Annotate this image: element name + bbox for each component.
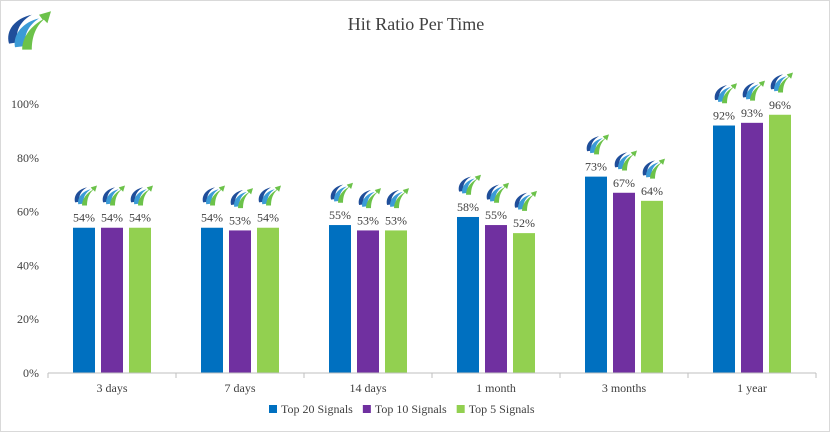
x-tick-label: 7 days	[225, 381, 256, 395]
data-label: 54%	[257, 211, 279, 225]
y-tick-label: 0%	[23, 366, 39, 380]
data-label: 92%	[713, 109, 735, 123]
data-label: 73%	[585, 160, 607, 174]
legend-swatch-top-10-signals	[362, 405, 371, 413]
bar-top-5-signals-3-days	[129, 227, 151, 373]
data-label: 54%	[101, 211, 123, 225]
bar-top-20-signals-14-days	[329, 225, 351, 373]
swoosh-logo-icon	[102, 185, 125, 206]
legend-label: Top 5 Signals	[469, 402, 535, 416]
bar-top-10-signals-7-days	[229, 230, 251, 373]
x-axis	[47, 372, 817, 378]
bar-top-5-signals-1-year	[769, 114, 791, 373]
bar-top-10-signals-1-year	[741, 122, 763, 373]
legend: Top 20 Signals Top 10 Signals Top 5 Signal…	[269, 402, 535, 416]
swoosh-logo-icon	[358, 188, 381, 209]
bar-top-20-signals-3-days	[73, 227, 95, 373]
swoosh-logo-icon	[486, 182, 509, 203]
swoosh-logo-icon	[130, 185, 153, 206]
bar-top-20-signals-3-months	[585, 176, 607, 373]
bar-icons	[74, 72, 793, 211]
x-tick-label: 1 year	[737, 381, 767, 395]
bar-top-5-signals-14-days	[385, 230, 407, 373]
bar-top-5-signals-1-month	[513, 233, 535, 373]
data-label: 96%	[769, 98, 791, 112]
y-axis-labels: 0% 20% 40% 60% 80% 100%	[11, 97, 39, 380]
legend-label: Top 20 Signals	[281, 402, 353, 416]
x-axis-labels: 3 days 7 days 14 days 1 month 3 months 1 year	[97, 381, 767, 395]
x-tick-label: 1 month	[476, 381, 516, 395]
swoosh-logo-icon	[386, 188, 409, 209]
company-logo-icon	[8, 11, 51, 50]
x-tick-label: 14 days	[350, 381, 387, 395]
data-label: 52%	[513, 216, 535, 230]
swoosh-logo-icon	[330, 182, 353, 203]
swoosh-logo-icon	[74, 185, 97, 206]
bar-top-20-signals-1-year	[713, 125, 735, 374]
bar-top-5-signals-3-months	[641, 200, 663, 373]
data-label: 64%	[641, 184, 663, 198]
y-tick-label: 40%	[17, 258, 39, 272]
data-label: 54%	[129, 211, 151, 225]
bar-top-10-signals-14-days	[357, 230, 379, 373]
data-label: 53%	[385, 213, 407, 227]
swoosh-logo-icon	[742, 80, 765, 101]
swoosh-logo-icon	[514, 190, 537, 211]
data-label: 53%	[357, 213, 379, 227]
swoosh-logo-icon	[770, 72, 793, 93]
bar-top-10-signals-3-days	[101, 227, 123, 373]
y-tick-label: 80%	[17, 151, 39, 165]
legend-swatch-top-20-signals	[269, 405, 277, 413]
data-label: 55%	[485, 208, 507, 222]
swoosh-logo-icon	[230, 188, 253, 209]
swoosh-logo-icon	[202, 185, 225, 206]
y-tick-label: 60%	[17, 205, 39, 219]
y-tick-label: 100%	[11, 97, 39, 111]
data-label: 58%	[457, 200, 479, 214]
legend-label: Top 10 Signals	[375, 402, 447, 416]
swoosh-logo-icon	[458, 174, 481, 195]
y-tick-label: 20%	[17, 312, 39, 326]
data-label: 93%	[741, 106, 763, 120]
swoosh-logo-icon	[586, 134, 609, 155]
data-label: 54%	[73, 211, 95, 225]
chart-title: Hit Ratio Per Time	[348, 14, 485, 34]
bar-top-5-signals-7-days	[257, 227, 279, 373]
data-label: 53%	[229, 213, 251, 227]
data-label: 54%	[201, 211, 223, 225]
bar-top-20-signals-7-days	[201, 227, 223, 373]
data-labels: 54% 54% 54% 54% 53% 54% 55% 53% 53% 58% 55% 52% 73% 6…	[73, 98, 791, 230]
swoosh-logo-icon	[642, 158, 665, 179]
bar-top-10-signals-1-month	[485, 225, 507, 373]
x-tick-label: 3 months	[602, 381, 647, 395]
swoosh-logo-icon	[258, 185, 281, 206]
swoosh-logo-icon	[614, 150, 637, 171]
legend-swatch-top-5-signals	[456, 405, 465, 413]
bar-top-20-signals-1-month	[457, 216, 479, 373]
data-label: 55%	[329, 208, 351, 222]
data-label: 67%	[613, 176, 635, 190]
x-tick-label: 3 days	[97, 381, 128, 395]
swoosh-logo-icon	[714, 83, 737, 104]
bars	[73, 114, 791, 374]
bar-top-10-signals-3-months	[613, 192, 635, 373]
